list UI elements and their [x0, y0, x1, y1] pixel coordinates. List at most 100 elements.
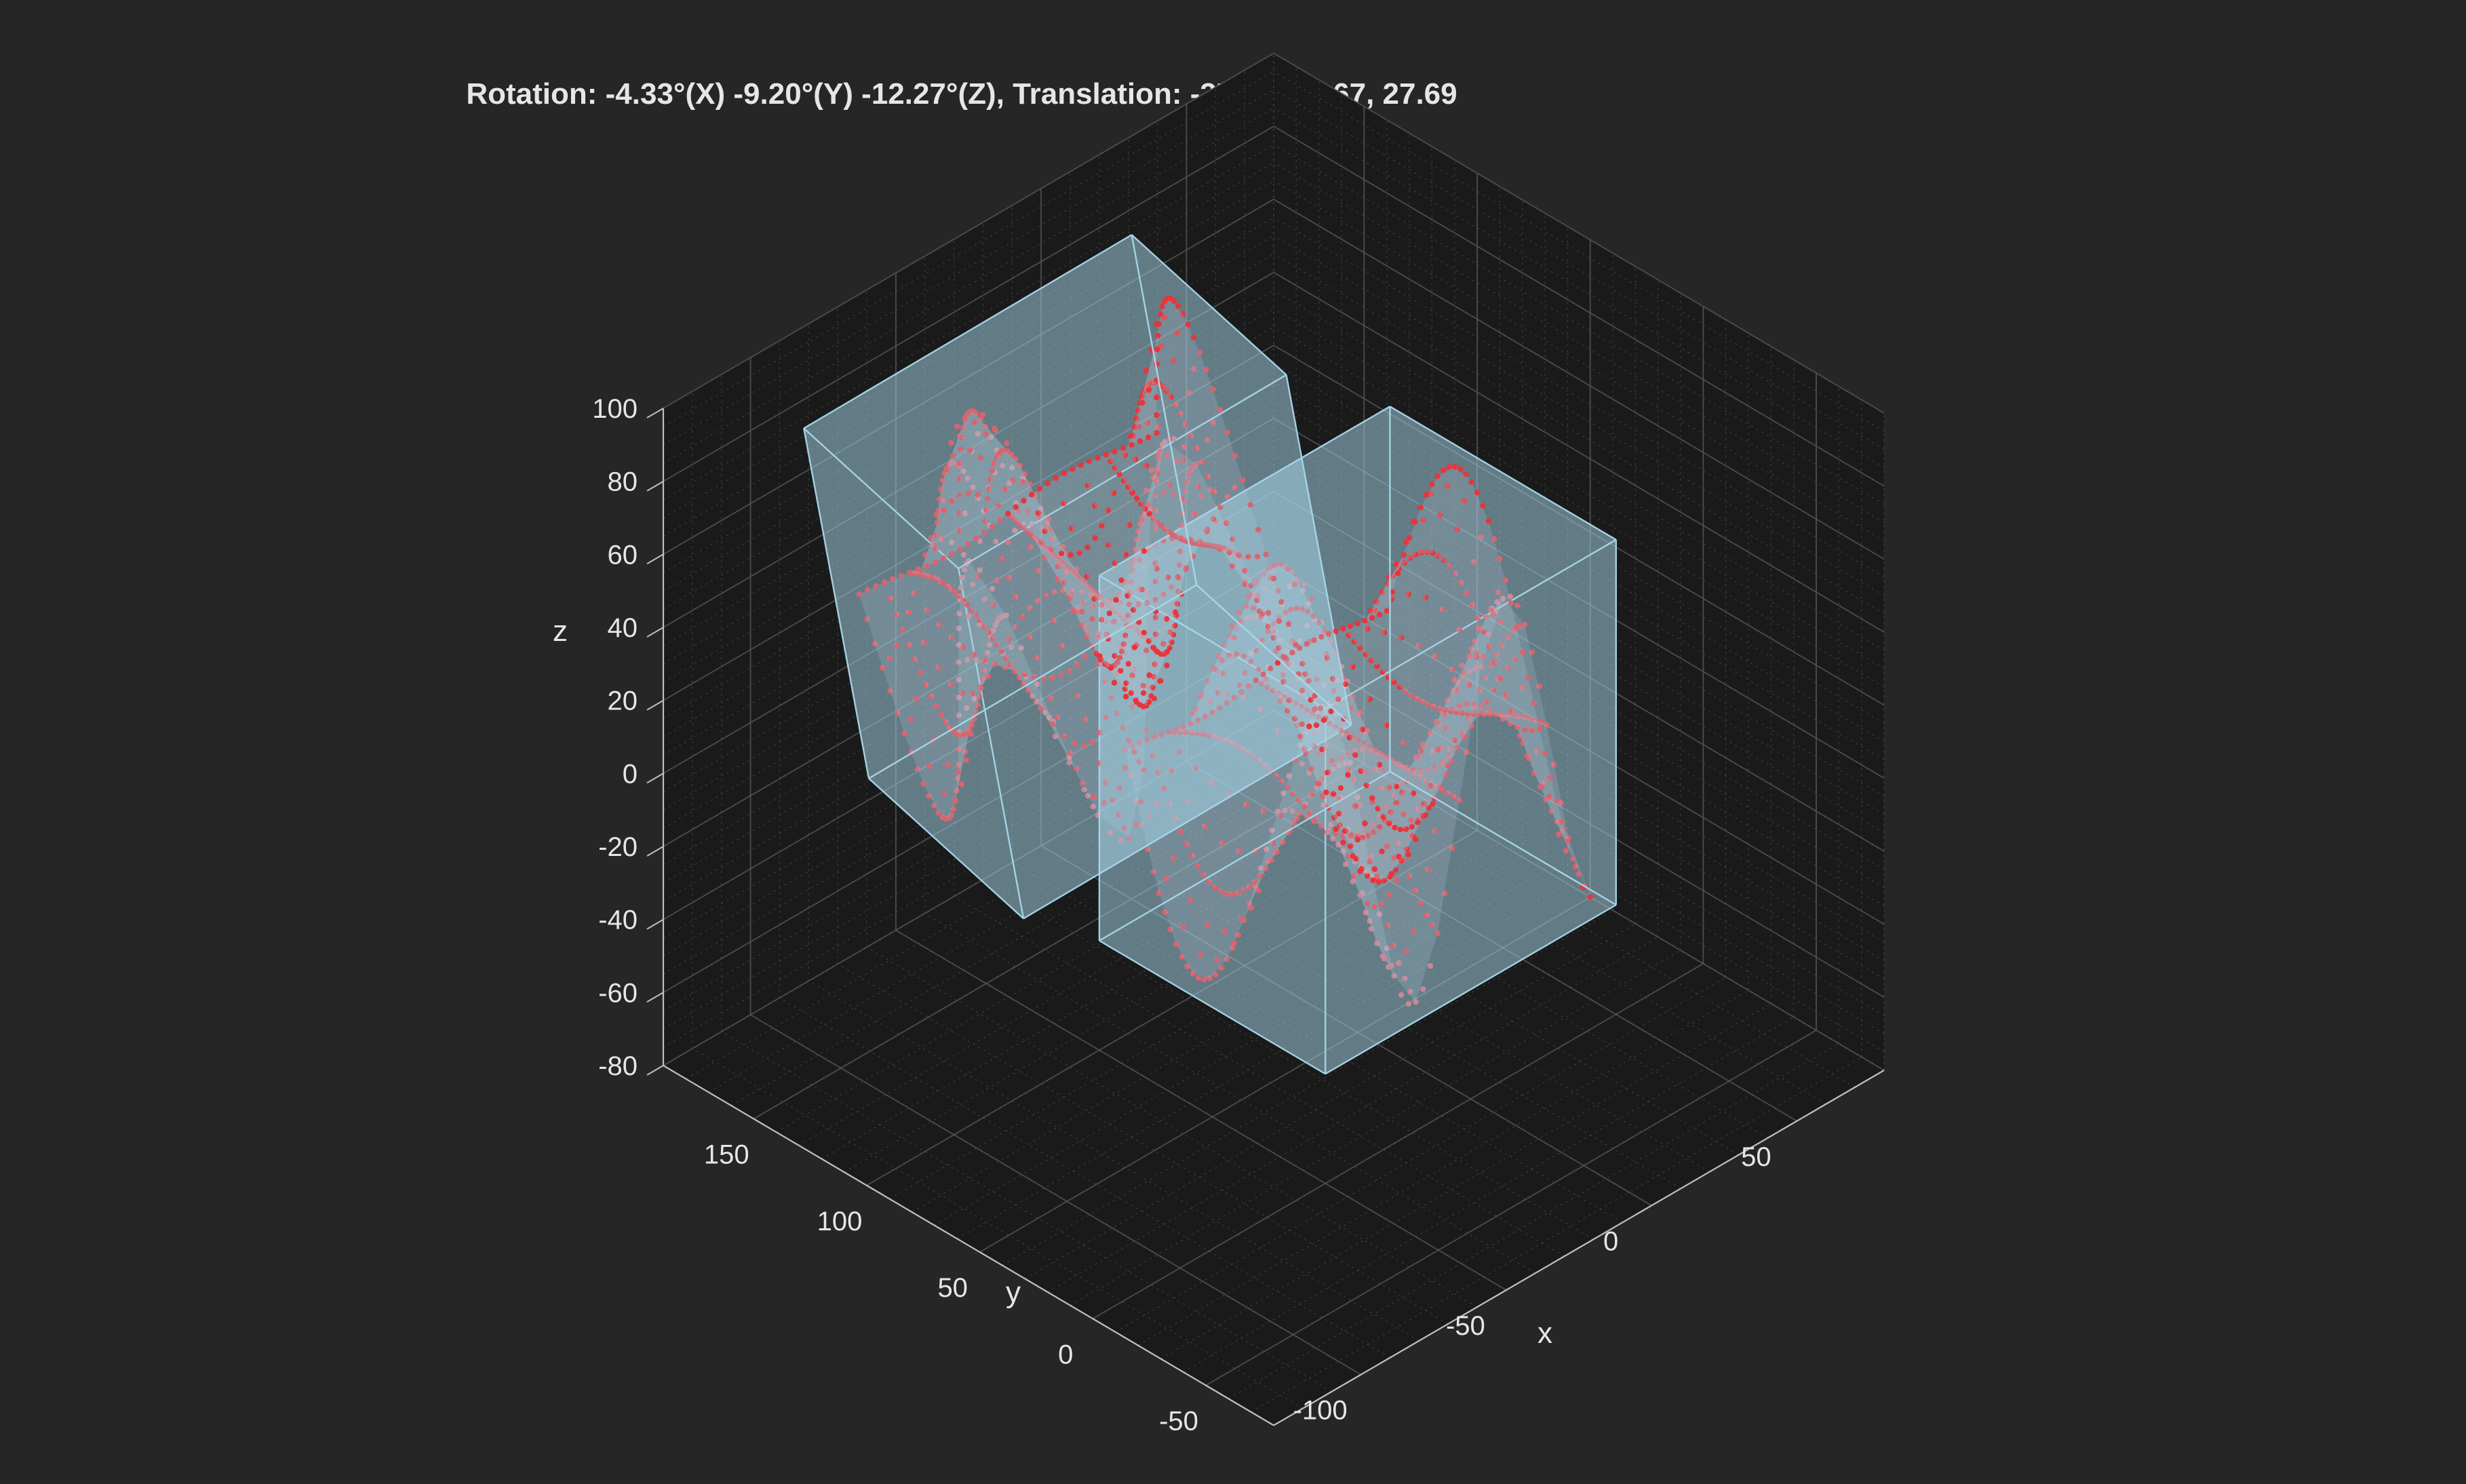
surface-point	[1415, 642, 1422, 649]
surface-point	[1236, 848, 1242, 855]
surface-point	[1173, 726, 1179, 733]
grid-minor-line	[983, 879, 1594, 1240]
surface-patch	[1002, 524, 1046, 617]
surface-point	[1101, 800, 1108, 806]
surface-point	[1174, 601, 1181, 607]
surface-point	[1320, 717, 1327, 723]
box-edge	[1285, 374, 1352, 726]
surface-point	[1108, 458, 1114, 465]
surface-point	[1013, 500, 1019, 506]
grid-minor-line	[1273, 454, 1885, 815]
surface-point	[1073, 609, 1079, 615]
surface-point	[1166, 728, 1172, 735]
surface-point	[1381, 629, 1388, 636]
surface-point	[970, 484, 976, 490]
grid-major-line	[979, 896, 1591, 1253]
surface-point	[1467, 669, 1473, 675]
surface-point	[1230, 945, 1236, 952]
surface-point	[971, 419, 978, 425]
surface-point	[1449, 845, 1455, 851]
surface-patch	[1389, 695, 1428, 829]
surface-point	[1374, 940, 1380, 947]
surface-point	[1446, 464, 1452, 470]
surface-patch	[1179, 538, 1210, 579]
surface-point	[1520, 740, 1527, 746]
surface-point	[1129, 567, 1136, 574]
surface-point	[1234, 742, 1240, 749]
surface-point	[1232, 635, 1238, 641]
surface-point	[1253, 648, 1260, 654]
surface-point	[1327, 638, 1333, 644]
surface-point	[1047, 526, 1053, 532]
box-edge	[868, 584, 1197, 779]
surface-point	[1197, 952, 1203, 958]
surface-point	[1019, 614, 1025, 620]
surface-point	[1154, 471, 1160, 477]
surface-patch	[1379, 802, 1419, 861]
surface-patch	[1238, 554, 1289, 625]
surface-point	[1302, 671, 1308, 678]
surface-point	[1086, 584, 1093, 590]
surface-point	[1415, 806, 1422, 812]
surface-point	[1442, 707, 1448, 714]
surface-patch	[1374, 750, 1413, 803]
surface-point	[1360, 741, 1367, 747]
surface-point	[1570, 856, 1576, 862]
surface-point	[898, 572, 905, 579]
surface-point	[1358, 768, 1364, 775]
surface-point	[920, 781, 926, 787]
surface-point	[1164, 663, 1170, 669]
surface-point	[1306, 678, 1312, 684]
surface-patch	[1157, 383, 1171, 532]
surface-point	[1417, 774, 1423, 780]
surface-point	[1238, 689, 1245, 695]
surface-point	[1138, 501, 1144, 507]
surface-point	[1125, 484, 1131, 490]
surface-patch	[1483, 580, 1523, 678]
surface-point	[970, 581, 976, 587]
surface-point	[1529, 649, 1535, 655]
grid-major-line	[663, 125, 1274, 482]
surface-point	[1154, 566, 1160, 572]
surface-patch	[859, 582, 903, 668]
surface-point	[1035, 510, 1042, 516]
surface-point	[1133, 697, 1139, 703]
surface-point	[930, 541, 936, 547]
surface-point	[1133, 626, 1139, 632]
surface-point	[1198, 492, 1205, 499]
surface-point	[1374, 663, 1380, 669]
surface-point	[856, 591, 863, 598]
grid-minor-line	[663, 71, 1274, 427]
surface-point	[1393, 783, 1400, 789]
surface-point	[941, 555, 947, 562]
surface-point	[981, 623, 987, 629]
grid-minor-line	[1273, 600, 1885, 962]
grid-minor-line	[1273, 582, 1885, 943]
surface-patch	[1394, 553, 1433, 695]
surface-patch	[1079, 526, 1122, 620]
surface-point	[1179, 311, 1186, 317]
surface-point	[1481, 629, 1487, 635]
surface-point	[1063, 570, 1069, 576]
surface-point	[1351, 638, 1358, 645]
surface-point	[1335, 696, 1342, 703]
surface-point	[1384, 804, 1390, 811]
surface-point	[1153, 478, 1160, 484]
surface-point	[911, 590, 918, 596]
surface-patch	[1355, 861, 1394, 976]
surface-patch	[882, 629, 920, 734]
surface-point	[1371, 829, 1377, 836]
surface-point	[1203, 367, 1209, 373]
box-edge	[1325, 539, 1617, 710]
surface-point	[1141, 629, 1148, 636]
surface-point	[1125, 612, 1131, 619]
surface-point	[1337, 755, 1344, 761]
surface-point	[1303, 750, 1309, 756]
surface-point	[1141, 388, 1148, 394]
surface-point	[922, 552, 928, 558]
surface-point	[977, 693, 983, 700]
surface-point	[1471, 559, 1477, 565]
surface-point	[1160, 591, 1167, 598]
surface-point	[1066, 760, 1072, 766]
surface-point	[1452, 570, 1459, 577]
